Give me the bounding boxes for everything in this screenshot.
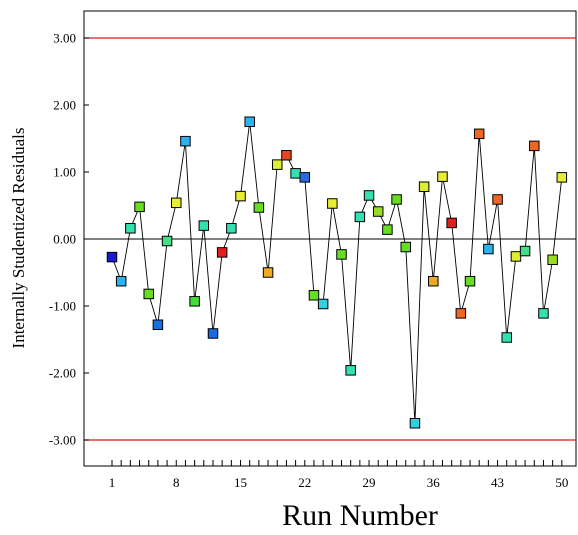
data-point [492, 194, 503, 205]
data-point [345, 365, 356, 376]
x-tick-label: 43 [491, 475, 504, 490]
y-tick-label: 1.00 [53, 165, 76, 180]
data-point [327, 198, 338, 209]
data-point [161, 235, 173, 247]
data-point [473, 128, 485, 140]
series-line [111, 121, 563, 424]
data-point [134, 201, 145, 213]
data-point [262, 267, 274, 278]
y-tick-label: -3.00 [49, 433, 76, 448]
data-point [538, 308, 549, 319]
data-point [216, 247, 228, 258]
reference-lines [84, 37, 576, 441]
data-point [519, 245, 531, 257]
data-points [106, 116, 568, 429]
data-point [317, 298, 329, 310]
data-point [418, 181, 430, 192]
data-point [428, 275, 439, 287]
data-point [235, 190, 246, 202]
data-point [556, 172, 568, 183]
data-point [299, 172, 311, 183]
data-point [455, 308, 467, 319]
data-point [464, 275, 476, 287]
y-tick-label: 0.00 [53, 232, 76, 247]
data-point [198, 220, 210, 231]
data-point [372, 206, 384, 217]
data-point [529, 140, 540, 152]
y-axis-ticks: 3.00 2.00 1.00 0.00 -1.00 -2.00 -3.00 [49, 31, 89, 448]
data-point [336, 249, 347, 260]
data-point [391, 194, 402, 205]
data-point [143, 288, 154, 300]
data-point [409, 418, 421, 429]
y-tick-label: -2.00 [49, 366, 76, 381]
data-point [189, 296, 200, 307]
y-tick-label: 3.00 [53, 31, 76, 46]
data-point [253, 202, 265, 213]
data-point [226, 223, 237, 234]
data-point [483, 243, 494, 255]
data-point [354, 211, 366, 223]
data-point [281, 150, 292, 161]
data-point [271, 159, 283, 170]
data-point [400, 241, 412, 253]
data-point [180, 135, 191, 147]
y-tick-label: -1.00 [49, 299, 76, 314]
data-point [152, 319, 164, 331]
data-point [308, 290, 320, 301]
data-point [125, 223, 136, 234]
data-point [501, 332, 512, 343]
x-tick-label: 22 [298, 475, 311, 490]
x-axis-label: Run Number [282, 499, 438, 532]
x-tick-label: 50 [555, 475, 568, 490]
data-point [290, 168, 301, 179]
x-tick-label: 36 [427, 475, 441, 490]
y-tick-label: 2.00 [53, 98, 76, 113]
x-tick-label: 1 [109, 475, 116, 490]
data-point [510, 251, 522, 262]
x-tick-label: 8 [173, 475, 180, 490]
data-point [244, 116, 255, 127]
data-point [207, 328, 219, 339]
data-point [106, 251, 118, 263]
x-tick-label: 29 [363, 475, 376, 490]
data-point [437, 171, 448, 182]
y-axis-label: Internally Studentized Residuals [9, 128, 28, 349]
data-point [171, 197, 182, 209]
data-point [547, 254, 558, 266]
data-point [363, 190, 375, 201]
data-point [382, 224, 393, 235]
connecting-line [111, 121, 563, 424]
data-point [446, 217, 457, 229]
x-tick-label: 15 [234, 475, 247, 490]
data-point [115, 275, 127, 287]
x-axis-ticks: 1 8 15 22 29 36 43 50 [109, 460, 568, 490]
